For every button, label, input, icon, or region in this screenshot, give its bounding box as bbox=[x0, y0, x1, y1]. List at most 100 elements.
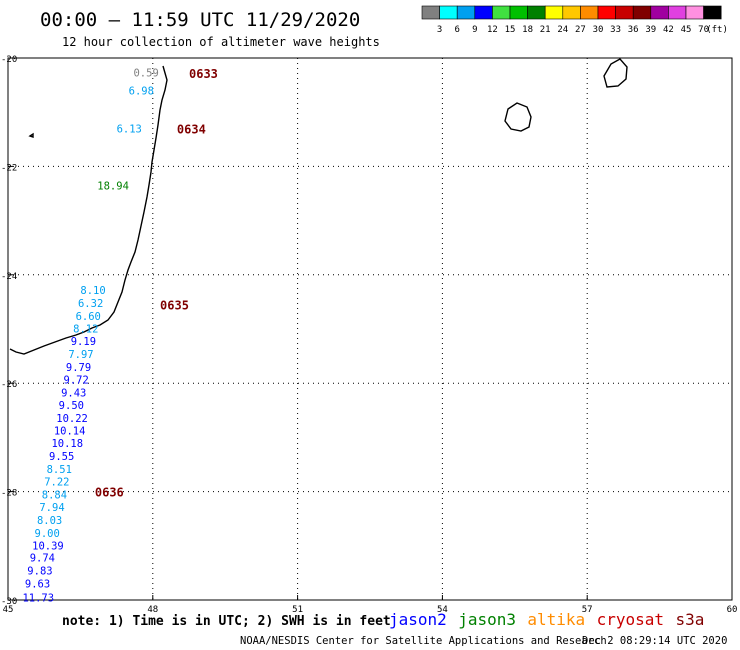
swh-value: 6.32 bbox=[78, 298, 103, 310]
madagascar-coastline bbox=[9, 65, 168, 355]
legend-swatch bbox=[597, 5, 616, 20]
swh-value: 6.13 bbox=[117, 123, 142, 135]
legend-swatch bbox=[632, 5, 652, 20]
legend-label: 45 bbox=[681, 25, 692, 35]
legend-label: 18 bbox=[522, 25, 533, 35]
legend-swatch bbox=[544, 5, 564, 20]
swh-value: 8.12 bbox=[73, 323, 98, 335]
swh-value: 8.03 bbox=[37, 515, 62, 527]
legend-label: 12 bbox=[487, 25, 498, 35]
lon-tick-labels: 45 48 51 54 57 60 bbox=[3, 595, 738, 615]
lat-tick-label: -26 bbox=[1, 380, 17, 390]
swh-value: 10.39 bbox=[32, 540, 64, 552]
swh-track: 0.596.986.1318.948.106.326.608.129.197.9… bbox=[22, 68, 158, 605]
swh-value: 9.55 bbox=[49, 451, 74, 463]
legend-swatch bbox=[439, 5, 458, 20]
time-label: 0636 bbox=[95, 486, 124, 500]
legend-swatch bbox=[685, 5, 704, 20]
legend-label: 15 bbox=[505, 25, 516, 35]
legend-swatch bbox=[562, 5, 581, 20]
satellite-jason2: jason2 bbox=[389, 610, 447, 629]
swh-value: 8.84 bbox=[42, 489, 67, 501]
swh-value: 10.14 bbox=[54, 425, 86, 437]
footer-note: note: 1) Time is in UTC; 2) SWH is in fe… bbox=[62, 614, 391, 629]
time-label: 0633 bbox=[189, 67, 218, 81]
satellite-altika: altika bbox=[527, 610, 585, 629]
swh-value: 6.60 bbox=[76, 311, 101, 323]
legend-label: 24 bbox=[557, 25, 568, 35]
lon-tick-label: 60 bbox=[727, 605, 738, 615]
swh-value: 11.73 bbox=[22, 592, 54, 604]
legend-swatch bbox=[421, 5, 440, 20]
swh-value: 9.83 bbox=[27, 566, 52, 578]
swh-value: 8.10 bbox=[80, 285, 105, 297]
legend-swatch bbox=[580, 5, 599, 20]
time-label: 0635 bbox=[160, 299, 189, 313]
legend-label: 3 bbox=[437, 25, 442, 35]
lat-tick-label: -28 bbox=[1, 489, 17, 499]
swh-value: 10.22 bbox=[56, 413, 88, 425]
time-labels: 0633 0634 0635 0636 bbox=[95, 67, 218, 499]
legend-swatch bbox=[668, 5, 687, 20]
legend-swatch bbox=[615, 5, 634, 20]
legend-swatch bbox=[474, 5, 493, 20]
lon-tick-label: 57 bbox=[582, 605, 593, 615]
swh-value: 10.18 bbox=[51, 438, 83, 450]
reunion-coastline bbox=[504, 102, 532, 132]
legend-label: 9 bbox=[472, 25, 477, 35]
swh-value: 8.51 bbox=[47, 464, 72, 476]
swh-value: 9.72 bbox=[64, 374, 89, 386]
legend-swatch bbox=[527, 5, 546, 20]
swh-value: 9.74 bbox=[30, 553, 55, 565]
swh-value: 7.94 bbox=[39, 502, 64, 514]
graticule bbox=[8, 58, 732, 600]
color-legend: 3 6 9 12 15 18 21 24 27 30 33 36 39 42 45 70(ft) bbox=[421, 5, 728, 35]
lat-tick-labels: -20 -22 -24 -26 -28 -30 bbox=[1, 55, 17, 607]
swh-value: 6.98 bbox=[129, 86, 154, 98]
lat-tick-label: -24 bbox=[1, 272, 17, 282]
swh-value: 7.97 bbox=[68, 349, 93, 361]
time-label: 0634 bbox=[177, 122, 206, 136]
coastlines bbox=[9, 58, 628, 355]
legend-label: 30 bbox=[593, 25, 604, 35]
legend-swatch bbox=[509, 5, 528, 20]
swh-value: 9.63 bbox=[25, 579, 50, 591]
legend-swatch bbox=[650, 5, 669, 20]
swh-value: 9.50 bbox=[59, 400, 84, 412]
lon-tick-label: 45 bbox=[3, 605, 14, 615]
mauritius-coastline bbox=[603, 58, 628, 88]
swh-value: 0.59 bbox=[133, 68, 158, 80]
swh-value: 9.00 bbox=[35, 528, 60, 540]
satellite-jason3: jason3 bbox=[458, 610, 516, 629]
swh-value: 9.19 bbox=[71, 336, 96, 348]
footer-timestamp: Dec 2 08:29:14 UTC 2020 bbox=[582, 635, 727, 647]
swh-value: 18.94 bbox=[97, 180, 129, 192]
legend-label: 21 bbox=[540, 25, 551, 35]
legend-label: 33 bbox=[610, 25, 621, 35]
satellite-s3a: s3a bbox=[676, 610, 705, 629]
legend-label: 70 bbox=[698, 25, 709, 35]
footer-credit: NOAA/NESDIS Center for Satellite Applica… bbox=[240, 635, 607, 647]
legend-swatch bbox=[492, 5, 511, 20]
legend-swatch bbox=[703, 5, 722, 20]
legend-label: 6 bbox=[454, 25, 459, 35]
legend-label: 27 bbox=[575, 25, 586, 35]
swh-value: 9.43 bbox=[61, 387, 86, 399]
lon-tick-label: 51 bbox=[292, 605, 303, 615]
legend-label: 36 bbox=[628, 25, 639, 35]
lon-tick-label: 48 bbox=[147, 605, 158, 615]
satellite-cryosat: cryosat bbox=[597, 610, 664, 629]
lat-tick-label: -20 bbox=[1, 55, 17, 65]
lat-tick-label: -30 bbox=[1, 597, 17, 607]
legend-label: 42 bbox=[663, 25, 674, 35]
lon-tick-label: 54 bbox=[437, 605, 448, 615]
map-frame: -20 -22 -24 -26 -28 -30 45 48 51 54 57 60 bbox=[1, 55, 737, 615]
small-islet bbox=[28, 132, 34, 138]
page-subtitle: 12 hour collection of altimeter wave hei… bbox=[62, 35, 380, 49]
legend-swatch bbox=[456, 5, 476, 20]
lat-tick-label: -22 bbox=[1, 163, 17, 173]
legend-unit: (ft) bbox=[706, 25, 728, 35]
satellite-legend: jason2 jason3 altika cryosat s3a bbox=[389, 610, 704, 629]
legend-label: 39 bbox=[645, 25, 656, 35]
